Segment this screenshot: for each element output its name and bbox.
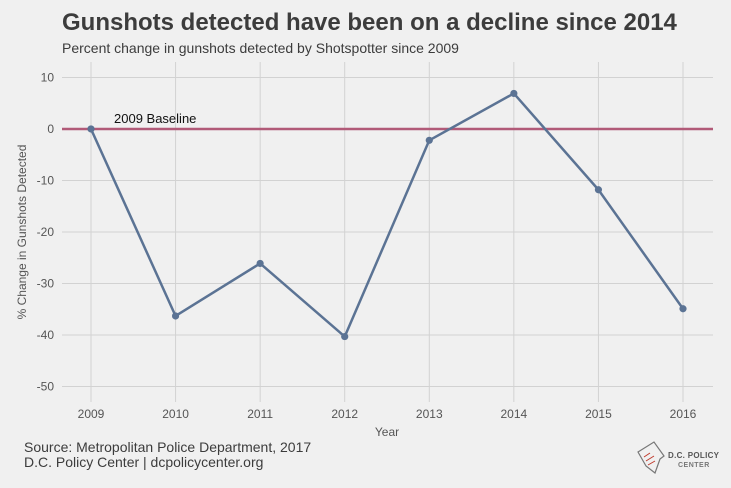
- baseline-label: 2009 Baseline: [114, 111, 196, 126]
- y-tick-label: -10: [37, 173, 55, 187]
- x-axis-title: Year: [375, 425, 399, 439]
- source-line: Source: Metropolitan Police Department, …: [24, 439, 312, 455]
- data-point: [256, 259, 264, 268]
- logo-text-line2: CENTER: [678, 462, 710, 469]
- chart-subtitle: Percent change in gunshots detected by S…: [62, 40, 459, 56]
- y-tick-label: -20: [37, 225, 55, 239]
- x-tick-label: 2013: [416, 407, 443, 421]
- x-tick-label: 2015: [585, 407, 612, 421]
- data-point: [679, 305, 687, 313]
- x-tick-label: 2016: [670, 407, 697, 421]
- y-axis-title: % Change in Gunshots Detected: [15, 145, 29, 320]
- y-tick-label: -50: [37, 380, 55, 394]
- series-line: [89, 92, 685, 338]
- data-point: [171, 312, 180, 320]
- x-tick-label: 2011: [247, 407, 273, 421]
- dc-map-icon: [637, 441, 665, 474]
- data-point: [594, 186, 603, 194]
- data-point: [425, 136, 433, 144]
- x-tick-label: 2010: [162, 407, 189, 421]
- y-tick-label: -40: [37, 328, 55, 342]
- data-point: [510, 89, 518, 98]
- y-tick-label: 0: [47, 122, 54, 136]
- chart-title: Gunshots detected have been on a decline…: [62, 9, 677, 36]
- x-tick-label: 2014: [501, 407, 528, 421]
- data-point: [341, 332, 349, 341]
- y-tick-label: -30: [37, 277, 55, 291]
- logo-text-line1: D.C. POLICY: [668, 451, 720, 460]
- credit-line: D.C. Policy Center | dcpolicycenter.org: [24, 454, 264, 470]
- data-point: [87, 125, 95, 133]
- source-note: Source: Metropolitan Police Department, …: [24, 440, 311, 470]
- y-tick-label: 10: [41, 70, 55, 84]
- x-tick-label: 2012: [331, 407, 358, 421]
- x-tick-label: 2009: [78, 407, 105, 421]
